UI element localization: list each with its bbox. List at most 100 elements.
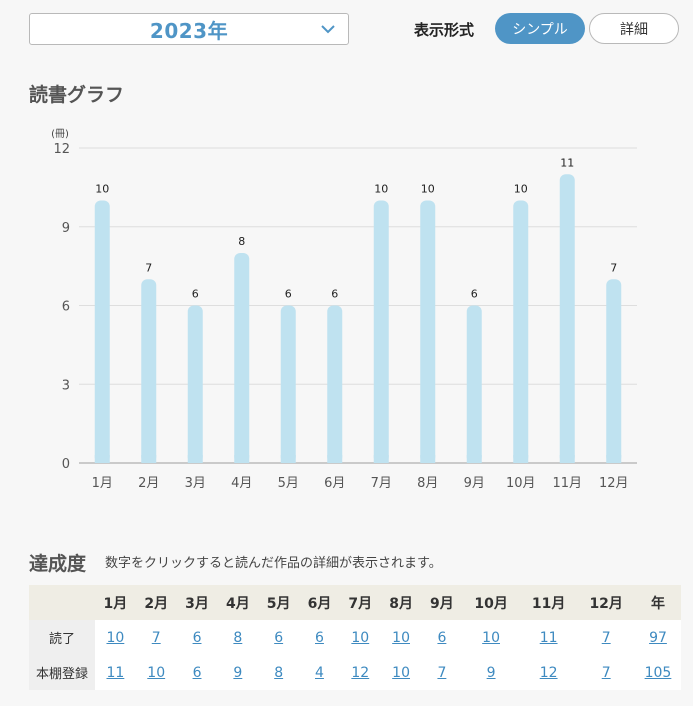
bar bbox=[187, 305, 203, 463]
bar-base bbox=[234, 455, 250, 463]
table-header-cell: 1月 bbox=[95, 585, 136, 620]
table-header-cell bbox=[29, 585, 95, 620]
count-link[interactable]: 12 bbox=[351, 664, 370, 681]
bar bbox=[420, 200, 436, 463]
count-link[interactable]: 6 bbox=[437, 629, 447, 646]
table-cell: 7 bbox=[135, 620, 177, 655]
count-link[interactable]: 97 bbox=[649, 629, 667, 646]
table-header-cell: 3月 bbox=[176, 585, 218, 620]
count-link[interactable]: 7 bbox=[601, 629, 611, 646]
count-link[interactable]: 8 bbox=[233, 629, 243, 646]
count-link[interactable]: 10 bbox=[351, 629, 370, 646]
count-link[interactable]: 7 bbox=[437, 664, 447, 681]
reading-graph-title: 読書グラフ bbox=[29, 84, 125, 106]
x-tick-label: 9月 bbox=[464, 476, 485, 491]
count-link[interactable]: 6 bbox=[274, 629, 284, 646]
count-link[interactable]: 9 bbox=[233, 664, 243, 681]
x-tick-label: 4月 bbox=[231, 476, 252, 491]
x-tick-label: 10月 bbox=[506, 476, 536, 491]
achievement-header-row: 1月 2月 3月 4月 5月 6月 7月 8月 9月 10月 11月 12月年 bbox=[29, 585, 681, 620]
data-label: 10 bbox=[421, 183, 435, 196]
count-link[interactable]: 8 bbox=[274, 664, 284, 681]
count-link[interactable]: 4 bbox=[315, 664, 324, 681]
data-label: 6 bbox=[471, 288, 478, 301]
table-header-cell: 6月 bbox=[299, 585, 340, 620]
table-header-cell: 8月 bbox=[380, 585, 422, 620]
data-label: 11 bbox=[560, 156, 574, 169]
bar bbox=[466, 305, 482, 463]
table-cell: 105 bbox=[634, 655, 681, 690]
bar bbox=[94, 200, 110, 463]
simple-view-button[interactable]: シンプル bbox=[495, 13, 585, 44]
y-tick-label: 6 bbox=[62, 300, 70, 315]
count-link[interactable]: 11 bbox=[539, 629, 558, 646]
count-link[interactable]: 10 bbox=[392, 629, 410, 646]
reading-bar-chart: (冊) 0 3 6 9 12 10 1月 7 2月 6 3月 8 4月 6 5月 6 6月 10 7月 10 8月 6 9月 1… bbox=[51, 129, 637, 491]
bar-base bbox=[141, 455, 157, 463]
row-label: 読了 bbox=[29, 620, 95, 655]
table-cell: 7 bbox=[421, 655, 463, 690]
count-link[interactable]: 10 bbox=[482, 629, 500, 646]
table-cell: 10 bbox=[95, 620, 136, 655]
data-label: 10 bbox=[374, 183, 388, 196]
detail-view-button[interactable]: 詳細 bbox=[589, 13, 679, 44]
x-tick-label: 5月 bbox=[278, 476, 299, 491]
count-link[interactable]: 9 bbox=[486, 664, 496, 681]
count-link[interactable]: 10 bbox=[147, 664, 166, 681]
bar-base bbox=[327, 455, 343, 463]
bar bbox=[280, 305, 296, 463]
count-link[interactable]: 11 bbox=[106, 664, 125, 681]
achievement-table: 1月 2月 3月 4月 5月 6月 7月 8月 9月 10月 11月 12月年 読了 10 7 6 8 6 6 10… bbox=[29, 585, 681, 690]
table-header-cell: 年 bbox=[634, 585, 681, 620]
count-link[interactable]: 6 bbox=[192, 629, 202, 646]
bar bbox=[373, 200, 389, 463]
data-label: 7 bbox=[610, 261, 617, 274]
row-label: 本棚登録 bbox=[29, 655, 95, 690]
count-link[interactable]: 6 bbox=[192, 664, 202, 681]
x-tick-label: 3月 bbox=[185, 476, 206, 491]
count-link[interactable]: 105 bbox=[644, 664, 672, 681]
count-link[interactable]: 12 bbox=[539, 664, 558, 681]
data-label: 6 bbox=[192, 288, 199, 301]
table-cell: 12 bbox=[519, 655, 578, 690]
table-cell: 6 bbox=[421, 620, 463, 655]
display-format-label: 表示形式 bbox=[414, 21, 475, 39]
table-cell: 7 bbox=[577, 655, 635, 690]
table-header-cell: 12月 bbox=[577, 585, 635, 620]
count-link[interactable]: 6 bbox=[315, 629, 324, 646]
count-link[interactable]: 10 bbox=[392, 664, 410, 681]
x-tick-label: 6月 bbox=[324, 476, 345, 491]
table-header-cell: 4月 bbox=[217, 585, 259, 620]
table-header-cell: 2月 bbox=[135, 585, 177, 620]
y-axis-unit-label: (冊) bbox=[51, 129, 69, 140]
table-cell: 9 bbox=[217, 655, 259, 690]
count-link[interactable]: 7 bbox=[601, 664, 611, 681]
table-cell: 10 bbox=[135, 655, 177, 690]
bar bbox=[141, 279, 157, 463]
table-cell: 6 bbox=[176, 655, 218, 690]
bar-base bbox=[373, 455, 389, 463]
achievement-hint: 数字をクリックすると読んだ作品の詳細が表示されます。 bbox=[105, 556, 442, 571]
table-cell: 97 bbox=[634, 620, 681, 655]
x-tick-label: 1月 bbox=[92, 476, 113, 491]
year-select[interactable]: 2023年 bbox=[29, 13, 349, 45]
table-cell: 6 bbox=[176, 620, 218, 655]
y-tick-label: 0 bbox=[62, 457, 70, 472]
table-cell: 11 bbox=[95, 655, 136, 690]
table-cell: 9 bbox=[462, 655, 520, 690]
x-tick-label: 12月 bbox=[599, 476, 629, 491]
table-cell: 4 bbox=[299, 655, 340, 690]
count-link[interactable]: 10 bbox=[106, 629, 125, 646]
bar bbox=[559, 174, 575, 463]
bar bbox=[234, 253, 250, 463]
data-label: 10 bbox=[95, 183, 109, 196]
bar-base bbox=[513, 455, 529, 463]
table-header-cell: 9月 bbox=[421, 585, 463, 620]
table-cell: 11 bbox=[519, 620, 578, 655]
x-tick-label: 11月 bbox=[552, 476, 582, 491]
table-cell: 10 bbox=[380, 655, 422, 690]
table-cell: 10 bbox=[339, 620, 381, 655]
y-tick-label: 9 bbox=[62, 221, 70, 236]
count-link[interactable]: 7 bbox=[151, 629, 161, 646]
